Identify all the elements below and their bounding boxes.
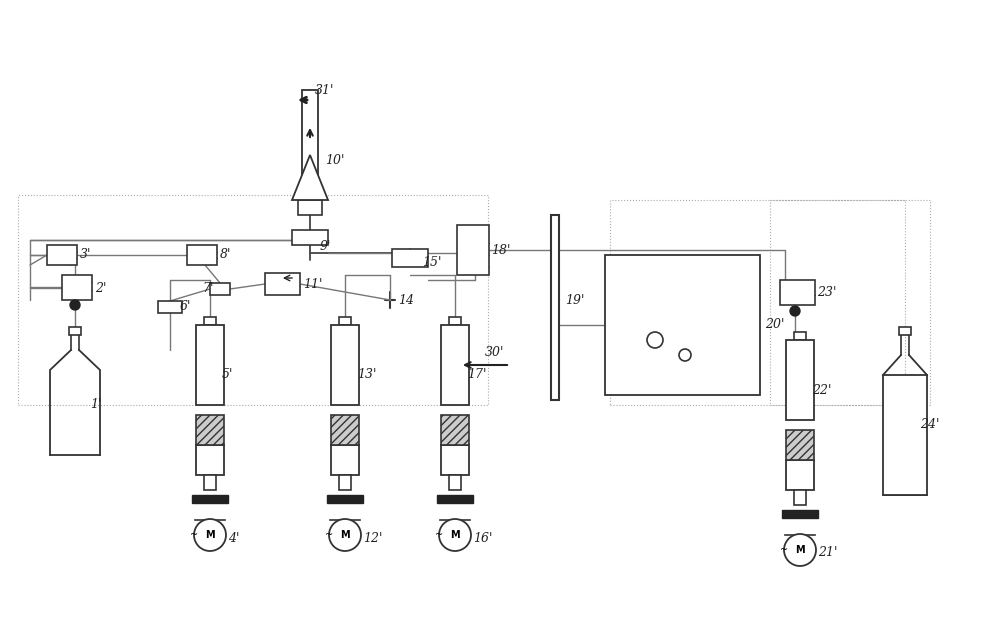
Bar — [292, 230, 328, 245]
Bar — [339, 317, 351, 325]
Bar — [883, 375, 927, 495]
Text: 1': 1' — [90, 399, 101, 411]
Text: 6': 6' — [180, 300, 191, 314]
Text: 24': 24' — [920, 418, 939, 432]
Bar — [605, 255, 760, 395]
Text: 4': 4' — [228, 531, 239, 544]
Circle shape — [679, 349, 691, 361]
Bar — [62, 275, 92, 300]
Bar — [794, 332, 806, 340]
Text: ~: ~ — [325, 530, 333, 540]
Text: 3': 3' — [80, 248, 91, 262]
Bar — [196, 445, 224, 475]
Bar — [786, 460, 814, 490]
Bar — [441, 325, 469, 405]
Bar — [18, 195, 488, 405]
Bar — [339, 475, 351, 490]
Text: 8': 8' — [220, 248, 231, 262]
Circle shape — [784, 534, 816, 566]
Bar — [204, 475, 216, 490]
Bar — [192, 495, 228, 503]
Text: 15': 15' — [422, 255, 441, 269]
Bar — [551, 215, 559, 400]
Bar — [780, 280, 815, 305]
Text: 13': 13' — [357, 368, 376, 382]
Bar — [69, 327, 81, 335]
Text: M: M — [450, 530, 460, 540]
Text: 7': 7' — [202, 283, 213, 295]
Bar — [331, 325, 359, 405]
Text: 19': 19' — [565, 293, 584, 307]
Bar — [786, 430, 814, 460]
Bar — [794, 490, 806, 505]
Bar — [437, 495, 473, 503]
Bar — [298, 200, 322, 215]
Text: ~: ~ — [190, 530, 198, 540]
Bar — [786, 340, 814, 420]
Text: 14: 14 — [398, 293, 414, 307]
Text: 31': 31' — [315, 83, 334, 97]
Text: 21': 21' — [818, 547, 837, 559]
Text: M: M — [340, 530, 350, 540]
Text: 23': 23' — [817, 286, 836, 300]
Bar — [331, 415, 359, 445]
Circle shape — [70, 300, 80, 310]
Text: 22': 22' — [812, 384, 831, 396]
Polygon shape — [292, 155, 328, 200]
Bar — [899, 327, 911, 335]
Bar — [158, 301, 182, 313]
Circle shape — [647, 332, 663, 348]
Bar — [457, 225, 489, 275]
Bar — [331, 445, 359, 475]
Bar — [196, 325, 224, 405]
Bar — [610, 200, 905, 405]
Text: 5': 5' — [222, 368, 233, 382]
Bar — [441, 415, 469, 445]
Circle shape — [194, 519, 226, 551]
Bar — [441, 445, 469, 475]
Text: 2': 2' — [95, 281, 106, 295]
Text: 16': 16' — [473, 531, 492, 544]
Text: M: M — [795, 545, 805, 555]
Circle shape — [439, 519, 471, 551]
Bar — [449, 317, 461, 325]
Text: 17': 17' — [467, 368, 486, 382]
Bar — [782, 510, 818, 518]
Text: M: M — [205, 530, 215, 540]
Text: ~: ~ — [780, 545, 788, 555]
Bar — [302, 90, 318, 200]
Text: 9': 9' — [320, 241, 331, 253]
Circle shape — [790, 306, 800, 316]
Bar — [187, 245, 217, 265]
Text: 18': 18' — [491, 243, 510, 257]
Bar — [196, 415, 224, 445]
Bar — [265, 273, 300, 295]
Text: 10': 10' — [325, 154, 344, 166]
Text: ~: ~ — [435, 530, 443, 540]
Circle shape — [329, 519, 361, 551]
Bar — [392, 249, 428, 267]
Bar — [210, 283, 230, 295]
Bar — [204, 317, 216, 325]
Bar — [47, 245, 77, 265]
Text: 12': 12' — [363, 531, 382, 544]
Text: 30': 30' — [485, 347, 504, 359]
Bar — [770, 200, 930, 405]
Bar — [327, 495, 363, 503]
Text: 20': 20' — [765, 319, 784, 331]
Text: 11': 11' — [303, 277, 322, 290]
Bar — [449, 475, 461, 490]
